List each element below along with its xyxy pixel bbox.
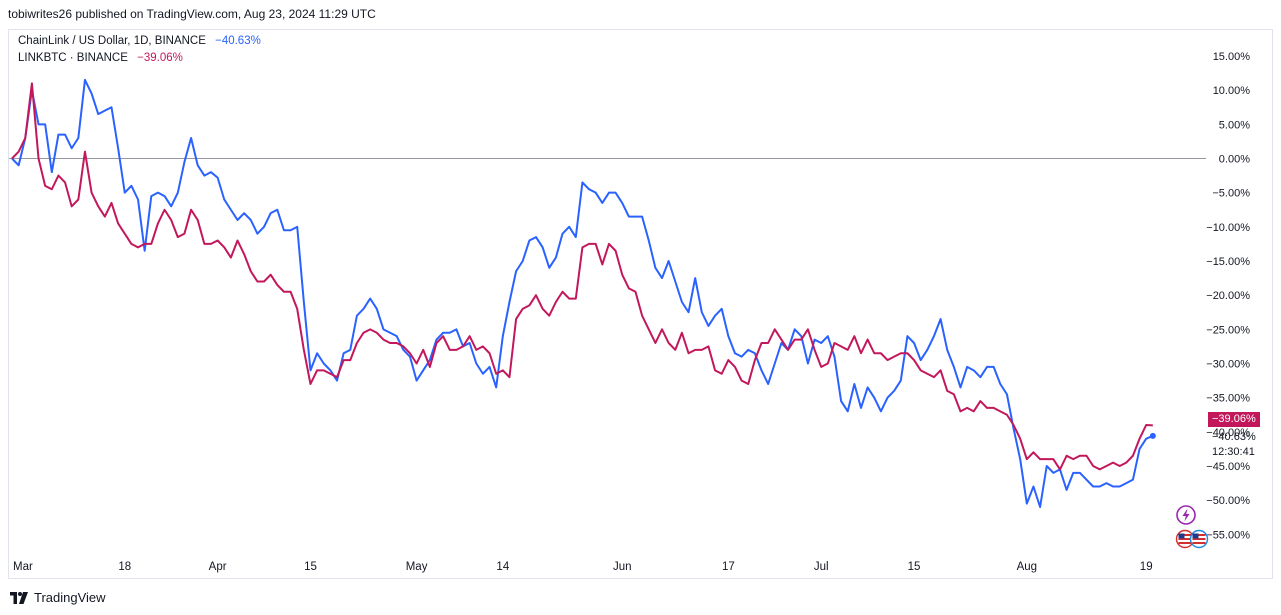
series-line-linkbtc[interactable] [11, 82, 1153, 471]
last-value-dot-linkusd [1149, 432, 1156, 439]
y-tick-label: 15.00% [1213, 51, 1251, 63]
series-line-linkusd[interactable] [11, 78, 1154, 508]
x-axis: Mar 18 Apr 15 May 14 Jun 17 Jul 15 Aug 19 [13, 561, 1153, 573]
us-flag-icon[interactable] [1175, 529, 1209, 549]
x-tick-label: 15 [908, 561, 921, 573]
y-tick-label: −5.00% [1212, 188, 1250, 200]
price-tag-linkusd: −40.63% [1212, 431, 1256, 443]
y-tick-label: −30.00% [1206, 359, 1250, 371]
y-tick-label: −55.00% [1206, 529, 1250, 541]
legend-label-linkbtc: LINKBTC · BINANCE [18, 52, 128, 64]
x-tick-label: 17 [722, 561, 735, 573]
y-tick-label: 5.00% [1219, 119, 1250, 131]
x-tick-label: Aug [1017, 561, 1037, 573]
legend-change-linkbtc: −39.06% [137, 52, 183, 64]
y-tick-label: −25.00% [1206, 324, 1250, 336]
y-tick-label: −10.00% [1206, 222, 1250, 234]
x-tick-label: May [406, 561, 428, 573]
publisher-line: tobiwrites26 published on TradingView.co… [8, 7, 376, 21]
y-tick-label: −40.00% [1206, 427, 1250, 439]
tradingview-brand[interactable]: TradingView [10, 590, 106, 605]
x-tick-label: 19 [1140, 561, 1153, 573]
x-tick-label: Mar [13, 561, 33, 573]
x-tick-label: Apr [209, 561, 227, 573]
y-tick-label: −20.00% [1206, 290, 1250, 302]
y-tick-label: 0.00% [1219, 154, 1250, 166]
series-layer [11, 78, 1156, 508]
legend-label-linkusd: ChainLink / US Dollar, 1D, BINANCE [18, 35, 206, 47]
price-tag-countdown: 12:30:41 [1212, 446, 1255, 458]
y-tick-label: −50.00% [1206, 495, 1250, 507]
price-tag-linkbtc: −39.06% [1208, 412, 1260, 427]
chart-frame [8, 29, 1273, 579]
x-tick-label: 14 [496, 561, 509, 573]
tradingview-brand-label: TradingView [34, 590, 106, 605]
x-tick-label: Jun [613, 561, 632, 573]
tradingview-logo-icon [10, 591, 28, 604]
y-tick-label: −35.00% [1206, 393, 1250, 405]
flash-icon[interactable] [1175, 504, 1197, 526]
x-tick-label: Jul [814, 561, 829, 573]
y-axis: 15.00% 10.00% 5.00% 0.00% −5.00% −10.00% −15.0… [1206, 51, 1250, 541]
y-tick-label: −45.00% [1206, 461, 1250, 473]
x-tick-label: 15 [304, 561, 317, 573]
legend-row-linkusd[interactable]: ChainLink / US Dollar, 1D, BINANCE −40.6… [18, 35, 261, 47]
legend-change-linkusd: −40.63% [215, 35, 261, 47]
y-tick-label: 10.00% [1213, 85, 1251, 97]
x-tick-label: 18 [118, 561, 131, 573]
legend-row-linkbtc[interactable]: LINKBTC · BINANCE −39.06% [18, 52, 183, 64]
y-tick-label: −15.00% [1206, 256, 1250, 268]
